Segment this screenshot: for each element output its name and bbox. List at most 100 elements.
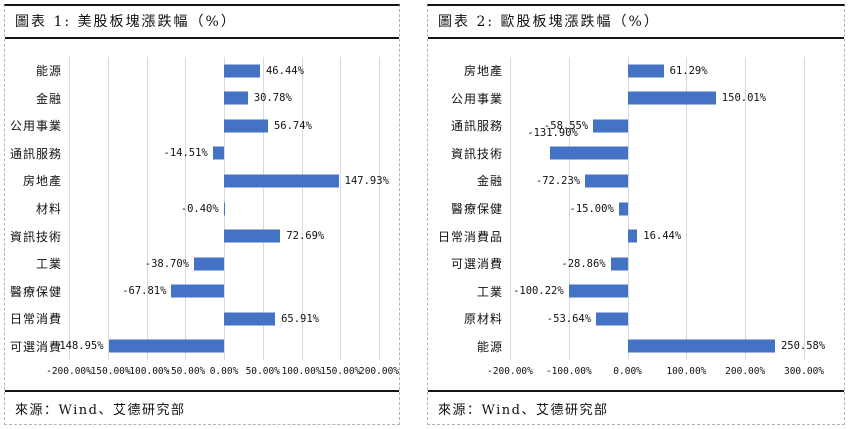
category-label: 通訊服務 [450, 119, 503, 134]
bar [224, 64, 260, 78]
bar [212, 146, 224, 160]
category-label: 公用事業 [9, 119, 62, 134]
category-label: 能源 [35, 64, 62, 79]
bar-row: 房地產 147.93% [9, 167, 395, 195]
x-axis: -200.00% -150.00% -100.00% -50.00% 0.00% 50.0… [46, 360, 399, 390]
value-label: -72.23% [535, 174, 581, 187]
bar [618, 202, 628, 215]
category-label: 工業 [476, 284, 503, 299]
x-tick-label: 150.00% [320, 366, 361, 377]
bar-row: 材料 -0.40% [9, 195, 395, 223]
bar-track: -131.90% [510, 127, 804, 168]
bar-track: 30.78% [69, 85, 379, 113]
bar [171, 284, 224, 298]
plot-area: 房地產 61.29% 公用事業 150.01% 通訊服務 -58.55% 資訊技術 -131.… [432, 57, 840, 360]
bar-track: 72.69% [69, 222, 379, 250]
category-label: 材料 [35, 202, 62, 216]
bar-row: 金融 30.78% [9, 85, 395, 113]
bar-row: 資訊技術 72.69% [9, 222, 395, 250]
x-tick-label: -150.00% [84, 366, 131, 377]
gridline [568, 57, 570, 360]
bar-track: -100.22% [510, 277, 804, 305]
eu-sector-bar-chart: 房地產 61.29% 公用事業 150.01% 通訊服務 -58.55% 資訊技術 -131.… [428, 39, 844, 390]
category-label: 房地產 [463, 64, 503, 79]
bar [596, 312, 628, 326]
value-label: 250.58% [780, 340, 826, 353]
bar-track: -67.81% [69, 277, 379, 305]
value-label: 46.44% [265, 64, 304, 77]
gridline [69, 57, 70, 360]
value-label: 16.44% [643, 230, 682, 243]
bar-track: -72.23% [510, 167, 804, 195]
category-label: 日常消費品 [437, 229, 503, 244]
bar-row: 金融 -72.23% [432, 167, 840, 195]
value-label: 30.78% [253, 92, 292, 105]
bar-track: -15.00% [510, 195, 804, 223]
category-label: 原材料 [463, 312, 503, 327]
category-label: 可選消費 [450, 257, 503, 272]
category-label: 資訊技術 [9, 229, 62, 244]
bar-row: 能源 250.58% [432, 332, 840, 360]
x-tick-label: 0.00% [613, 366, 642, 377]
x-axis: -200.00% -100.00% 0.00% 100.00% 200.00% 300.0… [487, 360, 824, 390]
bar-row: 醫療保健 -67.81% [9, 277, 395, 305]
panel-eu-sectors: 圖表 2: 歐股板塊漲跌幅（%） 房地產 61.29% 公用事業 150.01% 通訊服… [427, 4, 845, 425]
grid-overlay [69, 57, 380, 360]
bar-row: 日常消費品 16.44% [432, 222, 840, 250]
category-label: 工業 [35, 257, 62, 272]
bar-row: 公用事業 56.74% [9, 112, 395, 140]
bar [585, 174, 628, 188]
gridline [185, 57, 187, 360]
value-label: 65.91% [281, 312, 320, 325]
category-label: 金融 [35, 91, 62, 106]
value-label: -14.51% [163, 147, 208, 160]
bar [224, 312, 276, 326]
category-label: 可選消費 [9, 339, 62, 354]
category-label: 能源 [476, 339, 503, 354]
category-label: 公用事業 [450, 91, 503, 106]
gridline [510, 57, 511, 360]
x-tick-label: -100.00% [123, 366, 170, 377]
bar-row: 通訊服務 -58.55% [432, 112, 840, 140]
x-tick-label: -200.00% [487, 366, 533, 377]
x-tick-label: 0.00% [209, 366, 239, 377]
us-sector-bar-chart: 能源 46.44% 金融 30.78% 公用事業 56.74% 通訊服務 -14.51% 房地產… [5, 39, 399, 390]
gridline [379, 57, 380, 360]
value-label: -15.00% [569, 202, 614, 215]
bar-track: 150.01% [510, 85, 804, 113]
plot-area: 能源 46.44% 金融 30.78% 公用事業 56.74% 通訊服務 -14.51% 房地產… [9, 57, 395, 360]
bar-track: -0.40% [69, 195, 379, 223]
x-tick-label: 200.00% [358, 366, 400, 377]
value-label: 147.93% [344, 174, 389, 187]
x-tick-label: 200.00% [725, 366, 766, 377]
bar-track: -53.64% [510, 305, 804, 333]
bar [568, 284, 628, 298]
bar [627, 64, 664, 78]
gridline [224, 57, 225, 360]
value-label: -67.81% [122, 285, 167, 298]
bar-row: 可選消費 -148.95% [9, 332, 395, 360]
bar-track: -148.95% [53, 332, 379, 360]
category-label: 金融 [476, 174, 503, 189]
gridline [627, 57, 629, 360]
bar [627, 91, 716, 105]
value-label: 56.74% [273, 119, 312, 132]
bar-track: 16.44% [510, 222, 804, 250]
bar-row: 醫療保健 -15.00% [432, 195, 840, 223]
bar-row: 可選消費 -28.86% [432, 250, 840, 278]
value-label: -0.40% [180, 202, 219, 215]
bar [108, 339, 224, 353]
x-tick-label: -50.00% [165, 366, 206, 377]
gridline [804, 57, 805, 360]
bar-row: 公用事業 150.01% [432, 85, 840, 113]
x-tick-label: 50.00% [245, 366, 280, 377]
category-label: 醫療保健 [9, 284, 62, 299]
value-label: 61.29% [669, 64, 708, 77]
bar [627, 339, 775, 353]
bar [610, 257, 628, 271]
gridline [340, 57, 342, 360]
bar [224, 119, 268, 133]
bar [550, 146, 628, 160]
bar [224, 229, 281, 243]
bar-row: 日常消費 65.91% [9, 305, 395, 333]
